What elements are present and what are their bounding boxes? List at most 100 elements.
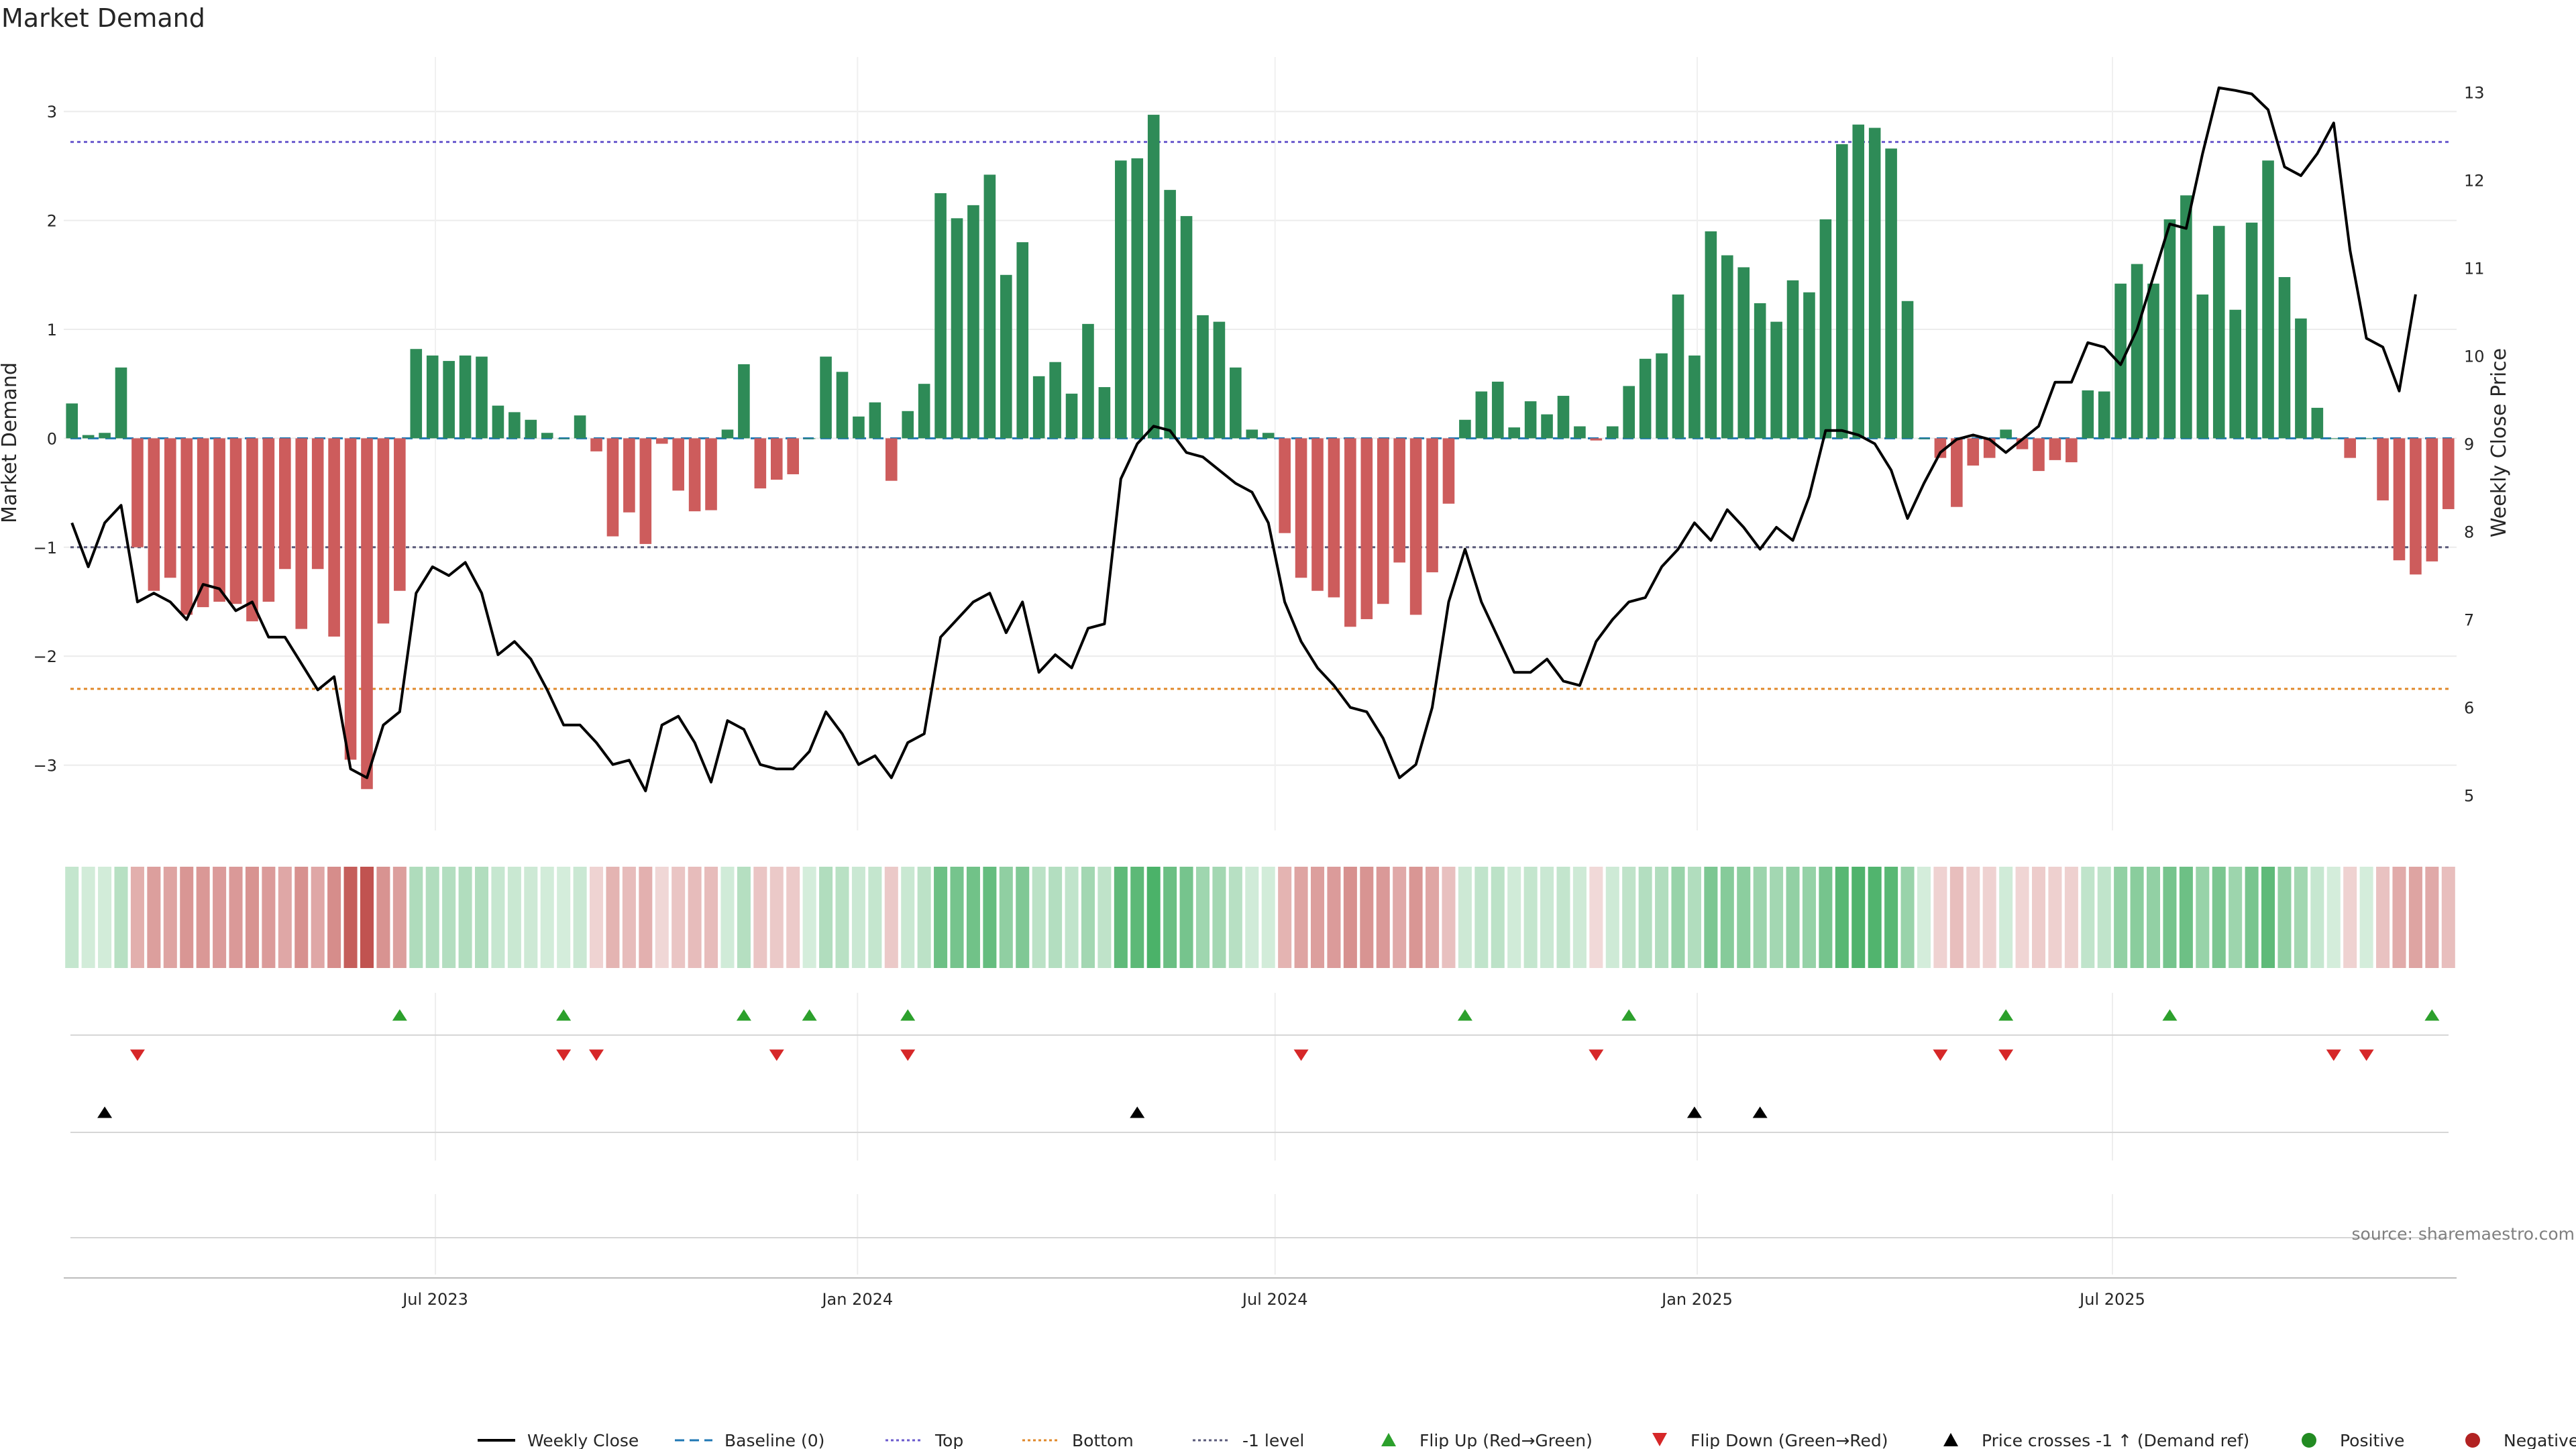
demand-bar	[1213, 321, 1226, 439]
demand-bar	[525, 419, 537, 439]
heat-cell	[1770, 867, 1784, 968]
heat-cell	[1458, 867, 1472, 968]
heat-cell	[294, 867, 309, 968]
demand-bar	[1360, 438, 1373, 619]
heat-cell	[1114, 867, 1128, 968]
demand-bar	[361, 438, 373, 790]
heat-cell	[950, 867, 964, 968]
demand-bar	[295, 438, 308, 629]
heat-cell	[1753, 867, 1767, 968]
heat-cell	[1835, 867, 1849, 968]
heat-cell	[1737, 867, 1751, 968]
demand-bar	[197, 438, 209, 608]
heat-cell	[966, 867, 980, 968]
legend-handle	[2302, 1433, 2316, 1448]
heat-cell	[1343, 867, 1357, 968]
demand-bar	[574, 415, 586, 439]
heat-cell	[458, 867, 472, 968]
heat-cell	[1523, 867, 1538, 968]
heat-cell	[1786, 867, 1800, 968]
demand-bar	[508, 412, 521, 439]
demand-bar	[459, 355, 472, 439]
demand-bar	[410, 349, 423, 439]
heat-cell	[474, 867, 489, 968]
flip-down-marker	[2359, 1049, 2374, 1061]
heat-cell	[2425, 867, 2439, 968]
demand-bar	[885, 438, 898, 481]
heat-cell	[343, 867, 358, 968]
demand-bar	[1639, 358, 1652, 439]
heat-cell	[1622, 867, 1636, 968]
demand-bar	[590, 438, 602, 451]
weekly-close-line	[70, 86, 2417, 792]
flip-down-marker	[1589, 1049, 1604, 1061]
heat-cell	[851, 867, 865, 968]
x-axis: Jul 2023 Jan 2024 Jul 2024 Jan 2025 Jul 2025	[64, 1277, 2457, 1309]
demand-bar	[1377, 438, 1389, 604]
heat-cell	[1687, 867, 1701, 968]
heat-cell	[442, 867, 456, 968]
demand-bar	[180, 438, 193, 615]
legend-label: Bottom	[1072, 1431, 1134, 1449]
heat-cell	[1819, 867, 1833, 968]
heat-cell	[835, 867, 849, 968]
demand-bar	[1000, 274, 1012, 439]
demand-bar	[246, 438, 258, 622]
demand-bar	[2131, 264, 2143, 439]
weekly-close-path	[70, 86, 2417, 792]
demand-bar	[1918, 438, 1930, 439]
heat-cell	[1917, 867, 1931, 968]
demand-bar	[311, 438, 324, 570]
flip-down-marker	[769, 1049, 784, 1061]
demand-bar	[803, 438, 816, 439]
heat-cell	[1426, 867, 1440, 968]
y2-tick-label: 10	[2464, 347, 2485, 366]
legend-handle	[1381, 1433, 1396, 1446]
demand-bar	[2229, 309, 2241, 439]
demand-bar	[279, 438, 291, 570]
demand-bar	[1098, 387, 1111, 439]
y-tick-label: −3	[34, 757, 57, 775]
demand-bar	[1115, 160, 1127, 439]
demand-bar	[738, 364, 750, 439]
demand-bar	[754, 438, 767, 489]
heat-cell	[590, 867, 604, 968]
heat-cell	[1605, 867, 1619, 968]
heat-cell	[196, 867, 210, 968]
heat-cell	[868, 867, 882, 968]
demand-bar	[377, 438, 390, 624]
heat-cell	[98, 867, 112, 968]
flip-down-marker	[900, 1049, 916, 1061]
demand-bar	[1147, 115, 1160, 439]
heat-cell	[2376, 867, 2390, 968]
demand-bar	[606, 438, 619, 537]
flip-up-marker	[900, 1009, 916, 1021]
demand-bar	[639, 438, 652, 544]
y-tick-label: 3	[47, 103, 57, 121]
y2-tick-label: 5	[2464, 787, 2474, 806]
demand-heat-strip	[65, 867, 2455, 968]
x-tick-label: Jan 2024	[820, 1290, 893, 1309]
demand-bar	[492, 405, 504, 439]
heat-cell	[1556, 867, 1570, 968]
demand-bar	[2393, 438, 2406, 561]
demand-bar	[1721, 255, 1733, 439]
heat-cell	[2163, 867, 2177, 968]
demand-bar	[164, 438, 176, 578]
legend-label: Negative	[2504, 1431, 2576, 1449]
heat-cell	[753, 867, 767, 968]
heat-cell	[1278, 867, 1292, 968]
demand-bar	[1819, 219, 1832, 439]
demand-bar	[1836, 144, 1848, 439]
y2-axis-label: Weekly Close Price	[2487, 348, 2511, 537]
demand-bar	[2442, 438, 2455, 509]
heat-cell	[65, 867, 79, 968]
heat-cell	[1540, 867, 1554, 968]
demand-bar	[2033, 438, 2045, 472]
demand-bar	[1409, 438, 1422, 615]
y2-tick-label: 7	[2464, 611, 2474, 630]
y-tick-label: −1	[34, 539, 57, 557]
demand-bar	[1574, 426, 1586, 439]
flip-down-marker	[129, 1049, 145, 1061]
demand-bar	[2295, 318, 2307, 439]
